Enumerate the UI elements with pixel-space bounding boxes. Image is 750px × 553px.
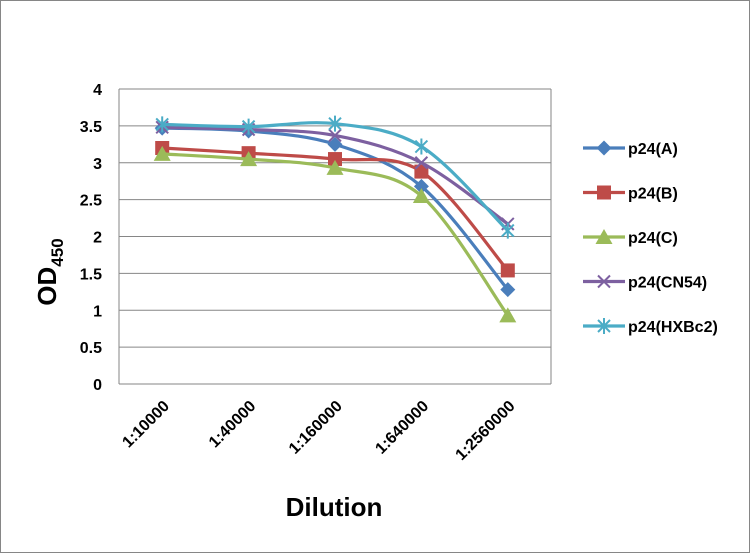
data-point [499, 307, 517, 323]
data-point [500, 263, 515, 278]
y-tick-label: 1 [93, 303, 102, 320]
x-tick-label: 1:10000 [119, 398, 173, 452]
data-point [413, 178, 429, 194]
series-line [162, 152, 510, 317]
legend-label: p24(A) [628, 141, 678, 158]
x-tick-label: 1:40000 [206, 398, 260, 452]
legend-label: p24(CN54) [628, 275, 707, 292]
y-tick-labels: 0 0.5 1 1.5 2 2.5 3 3.5 4 [80, 82, 102, 394]
legend-item: p24(HXBc2) [583, 318, 718, 336]
y-tick-label: 2 [93, 230, 102, 247]
y-tick-label: 0.5 [80, 340, 102, 357]
x-tick-labels: 1:10000 1:40000 1:160000 1:640000 1:2560000 [119, 398, 518, 464]
legend-label: p24(HXBc2) [628, 319, 718, 336]
legend-marker [595, 229, 613, 244]
data-point [327, 136, 343, 152]
legend-marker [597, 318, 611, 334]
data-point [414, 164, 429, 179]
legend-item: p24(B) [583, 185, 678, 203]
legend: p24(A) p24(B) p24(C) p24(CN54) p24(HXBc2) [583, 140, 718, 336]
data-point [240, 151, 258, 167]
legend-item: p24(C) [583, 229, 678, 247]
y-tick-label: 4 [93, 82, 102, 99]
legend-marker [597, 274, 611, 289]
data-point [153, 145, 171, 161]
data-point [500, 282, 516, 298]
series-layer [153, 115, 517, 323]
series-4 [155, 115, 515, 239]
data-point [412, 187, 430, 203]
x-tick-label: 1:160000 [286, 398, 346, 458]
y-tick-label: 0 [93, 377, 102, 394]
legend-marker [596, 140, 612, 156]
y-tick-label: 3 [93, 156, 102, 173]
legend-marker [597, 185, 611, 200]
legend-item: p24(CN54) [583, 275, 707, 292]
y-tick-label: 2.5 [80, 193, 102, 210]
data-point [326, 159, 344, 175]
y-axis-title: OD450 [32, 238, 67, 305]
legend-item: p24(A) [583, 140, 678, 158]
legend-label: p24(B) [628, 186, 678, 203]
x-tick-label: 1:640000 [372, 398, 432, 458]
data-point [155, 116, 169, 133]
y-tick-label: 1.5 [80, 266, 102, 283]
y-tick-label: 3.5 [80, 119, 102, 136]
data-point [414, 156, 429, 170]
x-tick-label: 1:2560000 [453, 398, 519, 464]
data-point [328, 115, 342, 132]
data-point [241, 118, 256, 135]
gridlines [118, 88, 552, 385]
series-2 [153, 145, 517, 323]
y-axis-title-main: OD [32, 267, 62, 306]
data-point [328, 128, 342, 143]
series-1 [155, 141, 515, 278]
legend-label: p24(C) [628, 230, 678, 247]
y-axis-title-subscript: 450 [48, 238, 67, 266]
data-point [328, 152, 342, 167]
x-axis-title: Dilution [286, 492, 383, 522]
data-point [501, 222, 515, 239]
data-point [414, 138, 429, 155]
